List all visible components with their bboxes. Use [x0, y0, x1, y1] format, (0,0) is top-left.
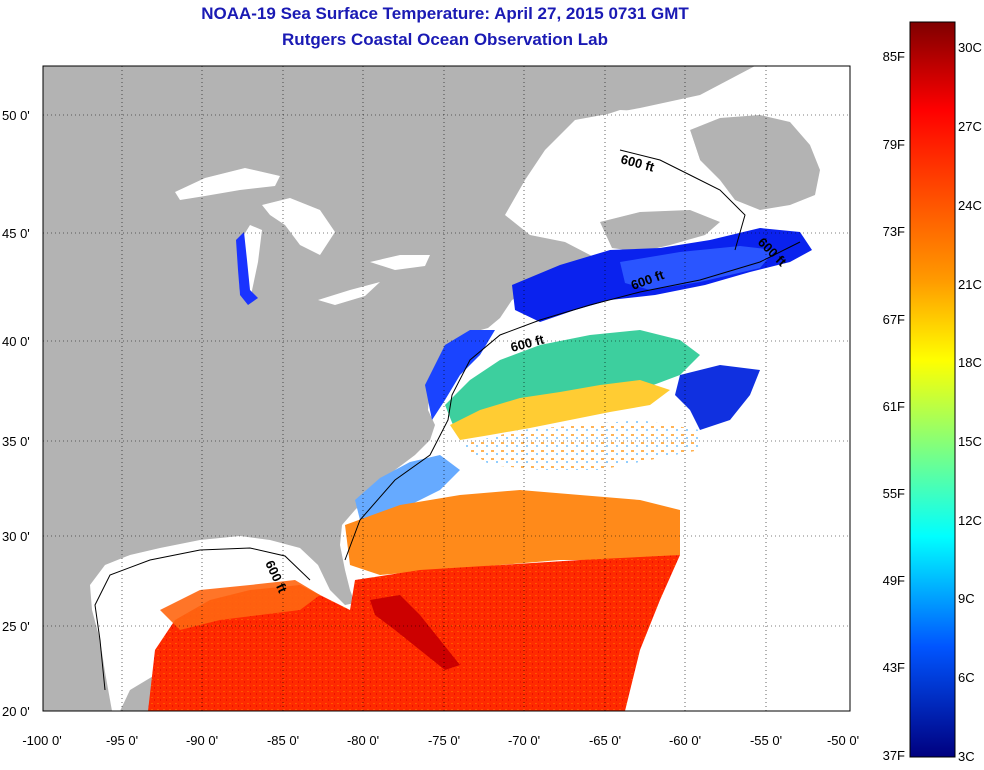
- lat-tick-label: 25 0': [2, 619, 30, 634]
- colorbar-c-labels: 30C 27C 24C 21C 18C 15C 12C 9C 6C 3C: [958, 40, 982, 764]
- lon-tick-label: -95 0': [106, 733, 138, 748]
- sst-mid-atlantic-shelf: [425, 330, 495, 420]
- colorbar-f-label: 73F: [883, 224, 905, 239]
- sst-offshore-cold: [675, 365, 760, 430]
- sst-scattered-mid: [460, 420, 700, 470]
- colorbar-c-label: 18C: [958, 355, 982, 370]
- sst-nova-scotia-shelf: [620, 246, 775, 290]
- colorbar-f-label: 79F: [883, 137, 905, 152]
- isobath-600ft: [94, 149, 801, 691]
- sst-carolina-coast: [355, 455, 460, 520]
- lat-tick-label: 35 0': [2, 434, 30, 449]
- st-lawrence-gulf: [575, 110, 700, 205]
- land-north-america: [43, 66, 755, 711]
- lat-tick-labels: 50 0' 45 0' 40 0' 35 0' 30 0' 25 0' 20 0…: [2, 108, 30, 719]
- lon-tick-label: -55 0': [750, 733, 782, 748]
- lon-tick-labels: -100 0' -95 0' -90 0' -85 0' -80 0' -75 …: [22, 733, 859, 748]
- colorbar-c-label: 30C: [958, 40, 982, 55]
- lat-tick-label: 45 0': [2, 226, 30, 241]
- colorbar-f-label: 55F: [883, 486, 905, 501]
- lat-tick-label: 40 0': [2, 334, 30, 349]
- sst-sargasso: [345, 490, 680, 575]
- sst-gulf-stream-north: [450, 380, 670, 440]
- colorbar-c-label: 21C: [958, 277, 982, 292]
- colorbar-f-label: 49F: [883, 573, 905, 588]
- map-title: NOAA-19 Sea Surface Temperature: April 2…: [201, 4, 689, 23]
- lon-tick-label: -85 0': [267, 733, 299, 748]
- colorbar-f-label: 85F: [883, 49, 905, 64]
- colorbar-c-label: 27C: [958, 119, 982, 134]
- colorbar-c-label: 15C: [958, 434, 982, 449]
- lon-tick-label: -70 0': [508, 733, 540, 748]
- colorbar-f-label: 67F: [883, 312, 905, 327]
- lon-tick-label: -65 0': [589, 733, 621, 748]
- colorbar-f-label: 61F: [883, 399, 905, 414]
- lon-tick-label: -60 0': [669, 733, 701, 748]
- lat-tick-label: 50 0': [2, 108, 30, 123]
- lake-michigan-sst: [236, 232, 258, 305]
- lat-gridlines: [43, 114, 850, 627]
- colorbar: [909, 21, 956, 758]
- land-newfoundland: [690, 115, 820, 210]
- lon-tick-label: -50 0': [827, 733, 859, 748]
- colorbar-c-label: 6C: [958, 670, 975, 685]
- colorbar-c-label: 9C: [958, 591, 975, 606]
- lon-tick-label: -75 0': [428, 733, 460, 748]
- sst-gulf-warm: [160, 580, 320, 630]
- lat-tick-label: 20 0': [2, 704, 30, 719]
- colorbar-c-label: 12C: [958, 513, 982, 528]
- colorbar-c-label: 24C: [958, 198, 982, 213]
- map-area: [43, 66, 850, 711]
- sst-bahamas-shallow: [370, 595, 460, 670]
- map-frame: [42, 65, 851, 712]
- gulf-of-mexico: [100, 545, 305, 690]
- lon-tick-label: -90 0': [186, 733, 218, 748]
- lon-tick-label: -100 0': [22, 733, 61, 748]
- colorbar-f-label: 37F: [883, 748, 905, 763]
- lat-tick-label: 30 0': [2, 529, 30, 544]
- colorbar-f-label: 43F: [883, 660, 905, 675]
- map-subtitle: Rutgers Coastal Ocean Observation Lab: [282, 30, 608, 49]
- colorbar-f-labels: 85F 79F 73F 67F 61F 55F 49F 43F 37F: [883, 49, 905, 763]
- colorbar-c-label: 3C: [958, 749, 975, 764]
- land-nova-scotia: [600, 210, 720, 252]
- lon-tick-label: -80 0': [347, 733, 379, 748]
